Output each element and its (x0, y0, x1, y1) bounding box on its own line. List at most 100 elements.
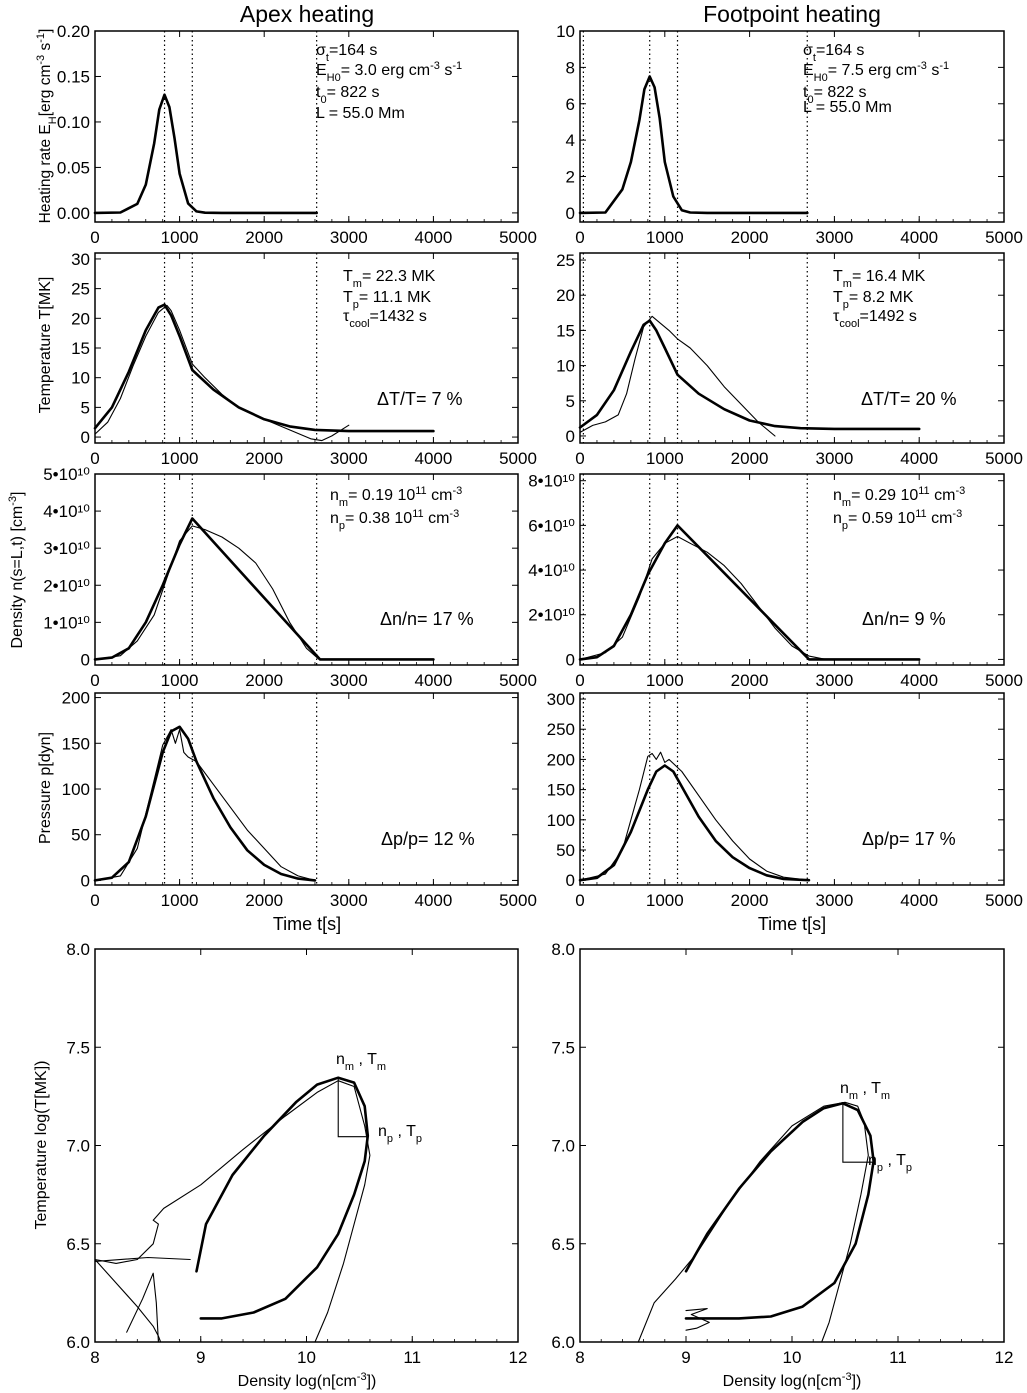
series-model (578, 524, 921, 661)
series-simulation (94, 1080, 371, 1343)
annotation-delta: Δn/n= 17 % (380, 609, 474, 629)
y-tick-label: 8.0 (551, 940, 575, 959)
x-tick-label: 4000 (900, 891, 938, 910)
y-tick-label: 8•10¹⁰ (528, 472, 575, 491)
apex-temperature-panel: Temperature T[MK] Tm= 22.3 MK Tp= 11.1 M… (37, 250, 537, 468)
y-tick-label: 2•10¹⁰ (528, 606, 575, 625)
y-tick-label: 2 (566, 168, 575, 187)
y-tick-label: 0 (566, 871, 575, 890)
y-tick-label: 0 (81, 871, 90, 890)
plot-frame (94, 30, 519, 223)
x-axis-label: Density log(n[cm-3]) (238, 1371, 377, 1390)
annotation-nm: nm= 0.19 1011 cm-3 (330, 485, 462, 509)
x-tick-label: 5000 (499, 449, 537, 468)
foot-density-panel: nm= 0.29 1011 cm-3 np= 0.59 1011 cm-3 Δn… (528, 472, 1023, 690)
apex-pressure-panel: Pressure p[dyn] Δp/p= 12 % Time t[s] 0 10… (37, 689, 537, 934)
x-tick-label: 5000 (985, 671, 1023, 690)
y-tick-label: 6.5 (551, 1235, 575, 1254)
y-axis-label: Pressure p[dyn] (37, 732, 54, 844)
y-tick-label: 0.15 (57, 67, 90, 86)
annotation-energy: EH0= 7.5 erg cm-3 s-1 (803, 60, 949, 84)
y-tick-label: 25 (71, 280, 90, 299)
series-model (93, 517, 435, 661)
y-tick-label: 0 (566, 427, 575, 446)
annotation-energy: EH0= 3.0 erg cm-3 s-1 (316, 60, 462, 84)
x-tick-label: 2000 (245, 671, 283, 690)
y-tick-label: 7.0 (66, 1137, 90, 1156)
annotation-length: L = 55.0 Mm (316, 105, 405, 122)
plot-frame (579, 30, 1005, 223)
x-tick-label: 10 (297, 1348, 316, 1367)
y-tick-label: 6.0 (551, 1333, 575, 1352)
series-simulation (94, 525, 434, 660)
x-axis-label: Density log(n[cm-3]) (723, 1371, 862, 1390)
x-tick-label: 5000 (499, 891, 537, 910)
y-tick-label: 5 (566, 392, 575, 411)
x-tick-label: 0 (575, 671, 584, 690)
annotation-length: L = 55.0 Mm (803, 99, 892, 116)
annotation-tm: Tm= 16.4 MK (833, 268, 926, 290)
plot-frame (94, 252, 519, 444)
y-tick-label: 1•10¹⁰ (43, 613, 90, 632)
y-tick-label: 0 (566, 204, 575, 223)
x-tick-label: 2000 (245, 891, 283, 910)
x-tick-label: 3000 (815, 449, 853, 468)
annotation-tau: τcool=1432 s (343, 308, 427, 330)
y-tick-label: 150 (62, 734, 90, 753)
x-tick-label: 9 (681, 1348, 690, 1367)
y-tick-label: 5•10¹⁰ (43, 465, 90, 484)
x-tick-label: 12 (995, 1348, 1014, 1367)
series-simulation (579, 315, 776, 437)
y-axis-label: Density n(s=L,t) [cm-3] (7, 492, 26, 649)
y-tick-label: 100 (62, 780, 90, 799)
annotation-delta: Δp/p= 17 % (862, 829, 956, 849)
x-tick-label: 0 (575, 228, 584, 247)
x-tick-label: 1000 (646, 671, 684, 690)
y-tick-label: 0.00 (57, 204, 90, 223)
x-tick-label: 2000 (731, 449, 769, 468)
x-tick-label: 11 (889, 1348, 907, 1367)
y-tick-label: 6•10¹⁰ (528, 516, 575, 535)
x-tick-label: 1000 (161, 891, 199, 910)
series-model (93, 93, 319, 215)
y-tick-label: 7.5 (551, 1038, 575, 1057)
x-tick-label: 3000 (330, 891, 368, 910)
annotation-max: nm , Tm (336, 1051, 386, 1073)
series-model (578, 75, 809, 215)
annotation-tp: Tp= 8.2 MK (833, 289, 914, 311)
x-tick-label: 1000 (646, 449, 684, 468)
annotation-max: nm , Tm (840, 1080, 890, 1102)
series-model (195, 1076, 370, 1320)
y-tick-label: 3•10¹⁰ (43, 539, 90, 558)
y-tick-label: 25 (556, 251, 575, 270)
footpoint-column-title: Footpoint heating (703, 1, 881, 27)
series-simulation (579, 535, 920, 660)
x-tick-label: 5000 (985, 449, 1023, 468)
x-tick-label: 3000 (330, 449, 368, 468)
apex-phase-panel: Temperature log(T[MK]) Density log(n[cm-… (33, 940, 527, 1390)
annotation-delta: Δn/n= 9 % (862, 609, 946, 629)
y-tick-label: 200 (547, 750, 575, 769)
x-tick-label: 12 (509, 1348, 528, 1367)
y-tick-label: 2•10¹⁰ (43, 576, 90, 595)
plot-frame (579, 252, 1005, 444)
y-tick-label: 0.05 (57, 158, 90, 177)
series-tail-mid (126, 1272, 159, 1343)
x-tick-label: 4000 (900, 228, 938, 247)
x-tick-label: 8 (90, 1348, 99, 1367)
x-tick-label: 0 (575, 891, 584, 910)
y-tick-label: 7.5 (66, 1038, 90, 1057)
x-tick-label: 0 (575, 449, 584, 468)
series-squiggle (685, 1308, 710, 1331)
y-tick-label: 5 (81, 398, 90, 417)
apex-density-panel: Density n(s=L,t) [cm-3] nm= 0.19 1011 cm… (7, 465, 537, 690)
plot-frame (94, 692, 519, 886)
series-model (684, 1102, 875, 1320)
y-tick-label: 0 (566, 650, 575, 669)
series-simulation (94, 729, 316, 881)
x-tick-label: 5000 (985, 891, 1023, 910)
x-tick-label: 2000 (245, 228, 283, 247)
x-tick-label: 0 (90, 228, 99, 247)
